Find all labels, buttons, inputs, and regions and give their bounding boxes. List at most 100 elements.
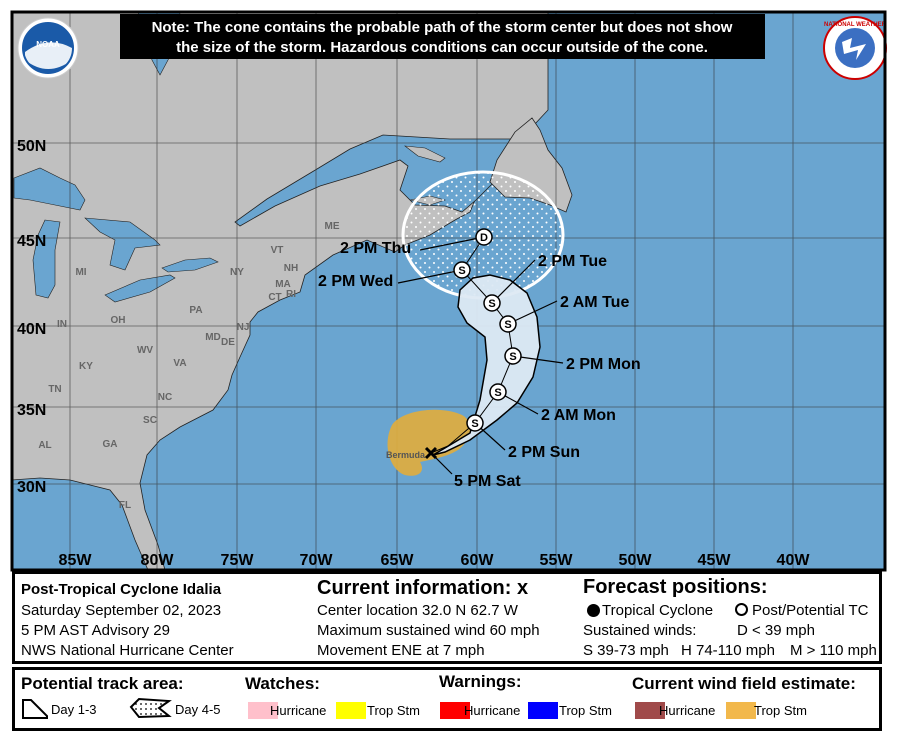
watch-hurricane-swatch [248, 702, 278, 719]
state-label: KY [79, 361, 93, 372]
legend-panel: Potential track area: Day 1-3 Day 4-5 Wa… [12, 667, 882, 731]
filled-circle-icon [587, 604, 600, 617]
map-frame [10, 10, 887, 572]
forecast-time-label: 2 AM Mon [541, 407, 616, 424]
warnings-title: Warnings: [439, 672, 522, 691]
legend-post-potential: Post/Potential TC [735, 601, 868, 620]
lake-superior [13, 167, 86, 211]
max-wind: Maximum sustained wind 60 mph [317, 622, 540, 639]
svg-text:NATIONAL WEATHER: NATIONAL WEATHER [824, 22, 887, 28]
state-label: NJ [237, 322, 250, 333]
leader-line [507, 300, 558, 325]
state-label: OH [111, 315, 126, 326]
watches-title: Watches: [245, 674, 320, 693]
forecast-point-letter: S [494, 387, 501, 399]
wind-trop-stm-swatch [726, 702, 756, 719]
forecast-point-marker [453, 261, 471, 279]
forecast-point-marker [483, 294, 501, 312]
wind-field-trop-stm [387, 409, 471, 476]
wind-h: H 74-110 mph [681, 642, 775, 659]
wind-d: D < 39 mph [737, 622, 815, 639]
watch-hurricane-label: Hurricane [270, 703, 327, 718]
state-label: IN [57, 319, 67, 330]
state-label: WV [137, 345, 153, 356]
day-1-3-label: Day 1-3 [51, 702, 97, 717]
forecast-point-marker [504, 347, 522, 365]
forecast-point-letter: S [504, 319, 511, 331]
state-label: MD [205, 332, 221, 343]
leader-line [419, 236, 485, 251]
svg-text:NOAA: NOAA [36, 40, 60, 49]
movement: Movement ENE at 7 mph [317, 642, 485, 659]
state-label: NY [230, 267, 244, 278]
current-info-title-text: Current information: [317, 577, 512, 599]
lat-label: 45N [17, 233, 46, 250]
lake-huron [84, 217, 161, 271]
note-box [120, 14, 765, 59]
lon-label: 70W [300, 552, 334, 569]
day-1-3-icon [22, 699, 48, 719]
bermuda-label: Bermuda [386, 450, 426, 460]
warn-hurricane-swatch [440, 702, 470, 719]
lon-label: 85W [59, 552, 93, 569]
lon-label: 40W [777, 552, 811, 569]
state-label: MI [75, 267, 86, 278]
forecast-point-letter: S [509, 351, 516, 363]
lon-label: 60W [461, 552, 495, 569]
note-line-2: the size of the storm. Hazardous conditi… [176, 39, 708, 56]
warn-hurricane-label: Hurricane [464, 703, 521, 718]
forecast-time-label: 2 PM Sun [508, 444, 580, 461]
wind-field-title: Current wind field estimate: [632, 674, 856, 693]
state-label: SC [143, 415, 157, 426]
lake-erie [104, 274, 176, 303]
advisory-date: Saturday September 02, 2023 [21, 602, 222, 619]
lat-label: 30N [17, 479, 46, 496]
noaa-logo: NOAA [17, 17, 79, 79]
wind-s: S 39-73 mph [583, 642, 669, 659]
forecast-time-label: 2 PM Thu [340, 240, 411, 257]
sustained-winds-label: Sustained winds: [583, 622, 697, 639]
open-circle-icon [735, 603, 748, 616]
lat-label: 35N [17, 402, 46, 419]
day-4-5-icon [129, 697, 172, 719]
lon-label: 45W [698, 552, 732, 569]
state-label: RI [286, 289, 296, 300]
forecast-point-letter: S [488, 298, 495, 310]
forecast-point-letter: S [471, 418, 478, 430]
legend-tropical-cyclone: Tropical Cyclone [587, 601, 713, 620]
info-panel: Post-Tropical Cyclone Idalia Saturday Se… [12, 571, 882, 664]
wind-trop-stm-label: Trop Stm [754, 703, 807, 718]
warn-trop-stm-label: Trop Stm [559, 703, 612, 718]
lon-label: 80W [141, 552, 175, 569]
tropical-cyclone-label: Tropical Cyclone [602, 602, 714, 619]
watch-trop-stm-swatch [336, 702, 366, 719]
state-label: MA [275, 279, 291, 290]
forecast-point-marker [499, 315, 517, 333]
track-area-title: Potential track area: [21, 674, 184, 693]
anticosti-island [403, 145, 446, 163]
forecast-point-marker [475, 228, 493, 246]
state-label: VA [173, 358, 186, 369]
lon-label: 50W [619, 552, 653, 569]
forecast-time-label: 2 AM Tue [560, 294, 629, 311]
lon-label: 75W [221, 552, 255, 569]
leader-line [491, 259, 536, 304]
wind-hurricane-label: Hurricane [659, 703, 716, 718]
lon-label: 55W [540, 552, 574, 569]
forecast-time-label: 2 PM Mon [566, 356, 641, 373]
x-icon: x [517, 577, 529, 599]
lat-label: 50N [17, 138, 46, 155]
advisory-number: 5 PM AST Advisory 29 [21, 622, 170, 639]
wind-m: M > 110 mph [790, 642, 877, 659]
state-label: CT [268, 292, 281, 303]
day-4-5-label: Day 4-5 [175, 702, 221, 717]
state-label: TN [48, 384, 61, 395]
current-time-label: 5 PM Sat [454, 473, 521, 490]
forecast-point-marker [489, 383, 507, 401]
forecast-point-marker [466, 414, 484, 432]
issuing-center: NWS National Hurricane Center [21, 642, 234, 659]
lon-label: 65W [381, 552, 415, 569]
forecast-positions-title: Forecast positions: [583, 576, 768, 598]
warn-trop-stm-swatch [528, 702, 558, 719]
note-line-1: Note: The cone contains the probable pat… [152, 19, 733, 36]
